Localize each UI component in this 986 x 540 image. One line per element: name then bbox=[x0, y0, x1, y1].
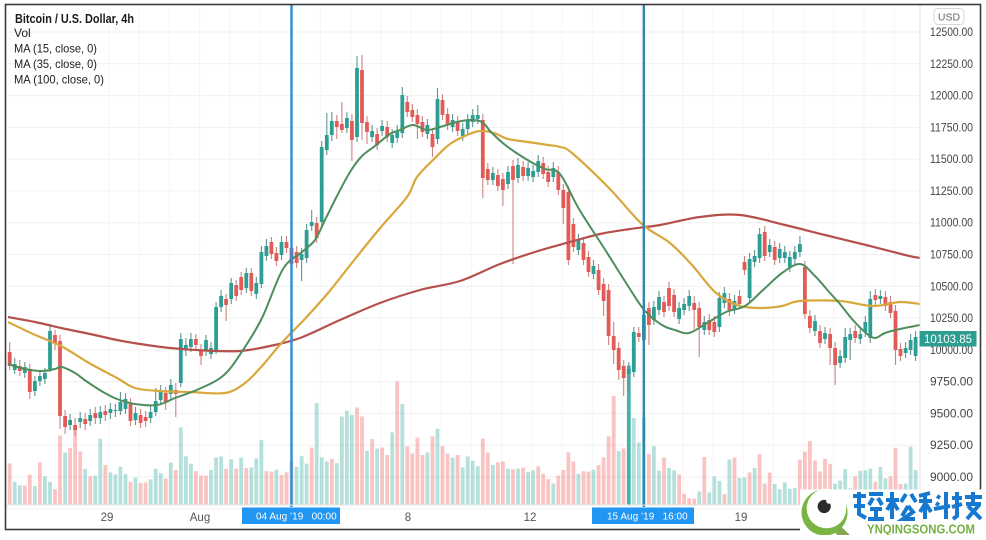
svg-text:19: 19 bbox=[735, 512, 748, 524]
svg-text:9500.00: 9500.00 bbox=[930, 408, 973, 420]
svg-text:11000.00: 11000.00 bbox=[930, 218, 973, 230]
svg-text:Bitcoin / U.S. Dollar, 4h: Bitcoin / U.S. Dollar, 4h bbox=[15, 12, 134, 26]
svg-text:10000.00: 10000.00 bbox=[930, 345, 973, 357]
svg-text:10250.00: 10250.00 bbox=[930, 313, 973, 325]
svg-text:YNQINGSONG.COM: YNQINGSONG.COM bbox=[867, 523, 975, 536]
svg-text:11750.00: 11750.00 bbox=[930, 122, 973, 134]
svg-text:12: 12 bbox=[524, 512, 537, 524]
svg-text:04 Aug ’19 00:00: 04 Aug ’19 00:00 bbox=[256, 512, 337, 523]
svg-text:9000.00: 9000.00 bbox=[930, 472, 973, 484]
svg-text:MA (35, close, 0): MA (35, close, 0) bbox=[14, 57, 97, 71]
svg-text:10103.85: 10103.85 bbox=[924, 334, 972, 346]
svg-text:15 Aug ’19 16:00: 15 Aug ’19 16:00 bbox=[607, 512, 688, 523]
svg-text:29: 29 bbox=[101, 512, 114, 524]
svg-text:8: 8 bbox=[405, 512, 411, 524]
svg-text:Vol: Vol bbox=[14, 26, 31, 40]
svg-text:MA (100, close, 0): MA (100, close, 0) bbox=[14, 73, 104, 87]
svg-text:12000.00: 12000.00 bbox=[930, 91, 973, 103]
svg-text:11500.00: 11500.00 bbox=[930, 154, 973, 166]
svg-text:10500.00: 10500.00 bbox=[930, 281, 973, 293]
svg-text:9250.00: 9250.00 bbox=[930, 440, 973, 452]
svg-text:12250.00: 12250.00 bbox=[930, 59, 973, 71]
svg-text:MA (15, close, 0): MA (15, close, 0) bbox=[14, 42, 97, 56]
svg-text:Aug: Aug bbox=[190, 512, 210, 524]
svg-text:11250.00: 11250.00 bbox=[930, 186, 973, 198]
svg-text:12500.00: 12500.00 bbox=[930, 27, 973, 39]
svg-text:10750.00: 10750.00 bbox=[930, 250, 973, 262]
svg-text:USD: USD bbox=[938, 12, 961, 24]
svg-text:9750.00: 9750.00 bbox=[930, 377, 973, 389]
